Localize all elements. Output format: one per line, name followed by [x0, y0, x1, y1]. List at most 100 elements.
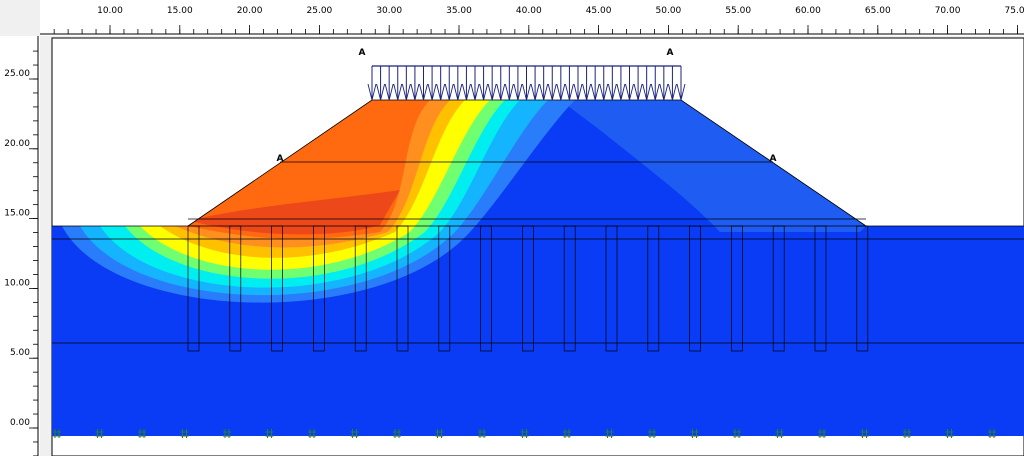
arrow-head [419, 83, 428, 101]
column [856, 225, 869, 352]
column [187, 225, 200, 352]
column [313, 225, 325, 352]
model [52, 65, 1024, 438]
arrow-head [667, 83, 677, 101]
fixity [478, 429, 486, 438]
ruler-label: 5.00 [10, 348, 30, 358]
arrow-head [590, 83, 600, 101]
arrow-head [530, 83, 540, 101]
fixity [520, 429, 529, 438]
ruler-label: 70.00 [935, 6, 961, 16]
arrow-head [582, 83, 592, 101]
arrow-head [539, 83, 549, 101]
fixity [988, 429, 996, 438]
arrow-head [676, 83, 686, 101]
ruler-label: 60.00 [795, 6, 821, 16]
point-label: A [770, 154, 777, 164]
arrow-head [650, 83, 660, 101]
point-label: A [667, 48, 674, 58]
fixity [180, 429, 189, 438]
arrow-head [599, 83, 609, 101]
arrow-head [556, 83, 566, 101]
arrow-head [376, 83, 386, 101]
top-ruler [40, 0, 1024, 36]
arrow-head [547, 83, 557, 101]
arrow-head [384, 83, 394, 101]
fixity [945, 429, 954, 438]
fixity [818, 429, 826, 438]
fixity [138, 429, 146, 438]
ruler-label: 35.00 [446, 6, 472, 16]
ruler-label: 0.00 [10, 418, 30, 428]
fixity [223, 429, 231, 438]
ruler-label: 20.00 [4, 139, 30, 149]
arrow-head [607, 83, 617, 101]
column [354, 225, 367, 352]
arrow-head [642, 83, 652, 101]
ruler-label: 30.00 [376, 6, 402, 16]
arrow-head [573, 83, 583, 101]
fixity [733, 429, 741, 438]
arrow-head [522, 83, 531, 101]
column [563, 225, 576, 352]
arrow-head [427, 83, 437, 101]
fixity [308, 429, 316, 438]
column [480, 225, 492, 352]
arrow-head [633, 83, 643, 101]
ruler-label: 25.00 [4, 69, 30, 79]
column [689, 225, 701, 352]
arrow-head [410, 83, 420, 101]
ruler-label: 15.00 [167, 6, 193, 16]
arrow-head [487, 83, 497, 101]
ruler-label: 25.00 [307, 6, 333, 16]
arrow-head [616, 83, 626, 101]
fixity [393, 429, 401, 438]
arrow-head [479, 83, 489, 101]
column [772, 225, 785, 352]
arrow-head [470, 83, 480, 101]
ruler-label: 40.00 [516, 6, 542, 16]
arrow-head [625, 83, 634, 101]
column [647, 225, 660, 352]
column [438, 225, 451, 352]
left-ruler [0, 36, 40, 456]
column [271, 225, 283, 352]
column [396, 225, 409, 352]
ruler-label: 65.00 [865, 6, 891, 16]
point-label: A [277, 154, 284, 164]
arrow-head [393, 83, 403, 101]
arrow-head [401, 83, 411, 101]
fixity [350, 429, 359, 438]
ruler-label: 15.00 [4, 209, 30, 219]
fixity [265, 429, 274, 438]
column [522, 225, 534, 352]
ruler-label: 55.00 [725, 6, 751, 16]
ruler-label: 20.00 [237, 6, 263, 16]
point-label: A [359, 48, 366, 58]
arrow-head [444, 83, 454, 101]
fixity [435, 429, 444, 438]
arrow-head [659, 83, 669, 101]
ruler-label: 10.00 [97, 6, 123, 16]
column [229, 225, 242, 352]
ruler-label: 10.00 [4, 278, 30, 288]
arrow-head [504, 83, 514, 101]
column [731, 225, 743, 352]
rulers: 10.00 15.00 20.00 25.00 30.00 35.00 40.00 45.00… [4, 6, 1024, 456]
fixity [563, 429, 571, 438]
column [605, 225, 618, 352]
fixity [95, 429, 104, 438]
fixity [903, 429, 911, 438]
fixity [648, 429, 656, 438]
ruler-label: 45.00 [586, 6, 612, 16]
fixity [775, 429, 784, 438]
ruler-label: 50.00 [656, 6, 682, 16]
contour-band [560, 100, 866, 232]
fixity [53, 429, 61, 438]
arrow-head [513, 83, 523, 101]
fixity [860, 429, 869, 438]
arrow-head [564, 83, 574, 101]
arrow-head [436, 83, 446, 101]
arrow-head [453, 83, 463, 101]
